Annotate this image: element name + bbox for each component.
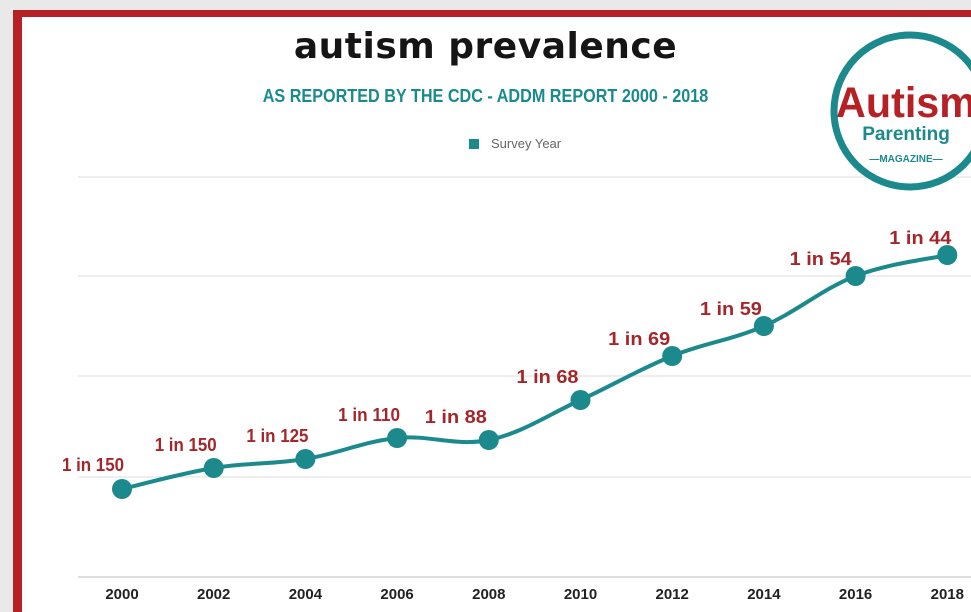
logo-text-parenting: Parenting — [862, 124, 950, 145]
data-label: 1 in 88 — [425, 407, 487, 427]
data-label: 1 in 150 — [155, 435, 217, 455]
legend-label: Survey Year — [491, 136, 562, 151]
data-label: 1 in 110 — [338, 405, 400, 425]
chart-title: autism prevalence — [293, 26, 678, 67]
logo-text-autism: Autism — [836, 79, 971, 127]
data-label: 1 in 59 — [700, 299, 762, 319]
data-label: 1 in 44 — [889, 228, 951, 248]
data-label: 1 in 69 — [608, 329, 670, 349]
data-point — [203, 458, 224, 478]
x-tick-label: 2014 — [747, 586, 781, 603]
x-tick-label: 2006 — [380, 586, 413, 603]
legend: Survey Year — [469, 136, 561, 151]
chart-subtitle: AS REPORTED BY THE CDC - ADDM REPORT 200… — [262, 86, 709, 106]
data-label: 1 in 150 — [62, 455, 124, 475]
data-point — [112, 479, 132, 499]
x-tick-label: 2012 — [656, 586, 689, 603]
data-label: 1 in 68 — [517, 367, 579, 387]
data-label: 1 in 125 — [246, 426, 308, 446]
data-point — [753, 316, 774, 336]
x-tick-label: 2010 — [564, 586, 597, 603]
logo-ring — [830, 31, 971, 191]
legend-swatch — [469, 138, 479, 149]
data-point — [937, 245, 958, 265]
data-point — [845, 266, 866, 286]
chart-card — [22, 17, 971, 612]
series-line — [120, 253, 950, 491]
data-point — [478, 430, 499, 450]
x-tick-label: 2004 — [289, 586, 323, 603]
x-tick-label: 2016 — [839, 586, 872, 603]
x-tick-label: 2002 — [197, 586, 230, 603]
data-point — [387, 428, 408, 448]
data-point — [662, 346, 683, 366]
logo-text-magazine: —MAGAZINE— — [869, 154, 942, 165]
x-tick-label: 2018 — [931, 586, 964, 603]
x-tick-label: 2008 — [472, 586, 505, 603]
data-point — [570, 390, 591, 410]
x-tick-label: 2000 — [105, 586, 138, 603]
autism-parenting-magazine-logo: Autism Parenting —MAGAZINE— — [830, 31, 971, 191]
data-point — [295, 449, 316, 469]
data-label: 1 in 54 — [790, 249, 852, 269]
